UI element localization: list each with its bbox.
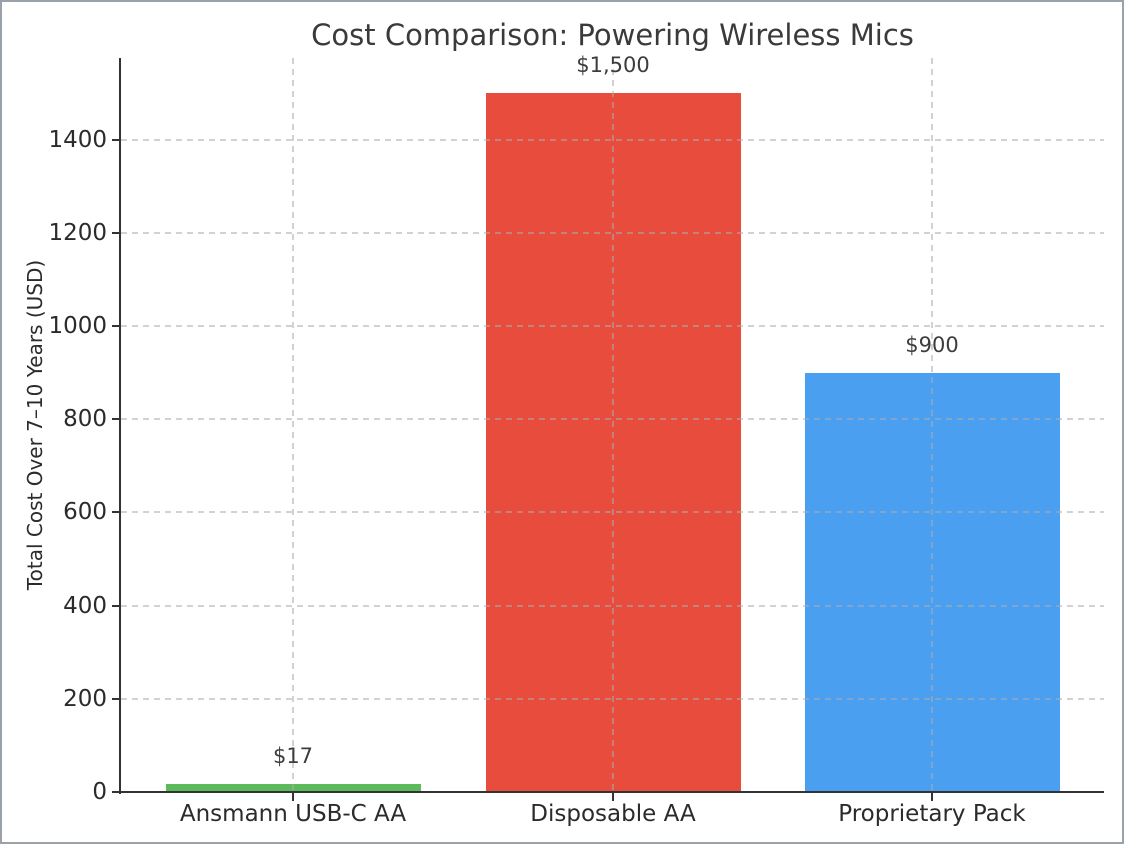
y-tick-label-400: 400 [63,593,107,619]
y-tick-mark-1400 [112,139,121,141]
x-category-label-proprietary-pack: Proprietary Pack [838,801,1026,827]
x-tick-mark-ansmann-usb-c-aa [292,792,294,801]
y-tick-label-800: 800 [63,406,107,432]
y-tick-label-1400: 1400 [48,127,107,153]
value-label-ansmann-usb-c-aa: $17 [272,744,314,768]
x-category-label-disposable-aa: Disposable AA [530,801,696,827]
x-category-label-ansmann-usb-c-aa: Ansmann USB-C AA [179,801,407,827]
y-tick-label-0: 0 [92,779,107,805]
axis-spine-left [119,58,121,794]
x-tick-mark-disposable-aa [612,792,614,801]
axis-spine-bottom [119,791,1104,793]
gridline-vertical-ansmann-usb-c-aa [292,58,294,792]
y-tick-label-1200: 1200 [48,220,107,246]
bar-proprietary-pack [804,373,1060,792]
y-tick-mark-1200 [112,232,121,234]
y-tick-mark-0 [112,791,121,793]
y-tick-mark-1000 [112,325,121,327]
y-tick-mark-400 [112,605,121,607]
y-tick-mark-800 [112,418,121,420]
value-label-disposable-aa: $1,500 [576,53,650,77]
chart-title: Cost Comparison: Powering Wireless Mics [311,18,914,52]
y-tick-label-600: 600 [63,499,107,525]
y-tick-label-200: 200 [63,686,107,712]
y-tick-mark-200 [112,698,121,700]
y-tick-mark-600 [112,511,121,513]
y-tick-label-1000: 1000 [48,313,107,339]
x-tick-mark-proprietary-pack [931,792,933,801]
bar-disposable-aa [485,93,741,792]
value-label-proprietary-pack: $900 [905,333,959,357]
